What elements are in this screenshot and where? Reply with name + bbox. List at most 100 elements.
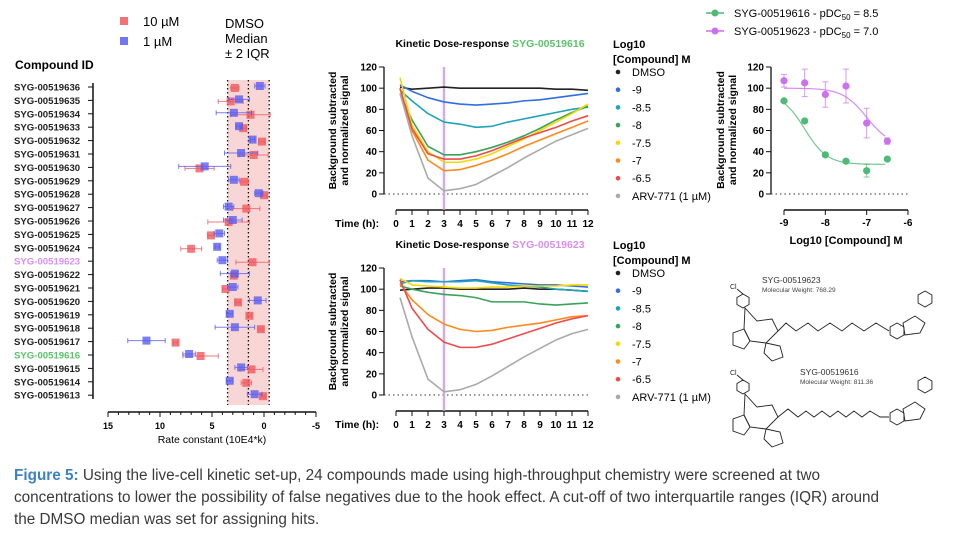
compound-label: SYG-00519623 — [14, 257, 80, 268]
y-axis-title: Background subtracted — [327, 273, 339, 391]
series-line — [399, 87, 589, 172]
y-axis-title: and normalized signal — [727, 75, 739, 185]
legend-label: 1 µM — [143, 34, 172, 49]
data-point — [171, 338, 180, 347]
legend-label: SYG-00519623 - pDC50 = 7.0 — [734, 26, 878, 40]
data-point — [230, 269, 239, 278]
data-point — [242, 378, 251, 387]
series-line — [399, 297, 589, 393]
data-point — [247, 365, 256, 374]
legend-label: -8 — [632, 321, 642, 333]
compound-label: SYG-00519629 — [14, 176, 80, 187]
y-tick-label: 80 — [753, 105, 765, 116]
chart-title: Kinetic Dose-response SYG-00519616 — [395, 38, 584, 50]
data-point — [250, 390, 259, 399]
data-point — [883, 137, 891, 145]
legend-marker — [615, 270, 621, 276]
compound-label: SYG-00519619 — [14, 310, 80, 321]
iqr-band — [227, 80, 270, 405]
data-point — [842, 157, 850, 165]
legend-marker — [711, 27, 719, 35]
x-tick-label: 5 — [473, 219, 479, 230]
data-point — [842, 82, 850, 90]
data-point — [801, 117, 809, 125]
compound-label: SYG-00519634 — [14, 109, 81, 120]
data-point — [234, 298, 242, 307]
legend-title: [Compound] M — [613, 255, 691, 267]
data-point — [240, 177, 249, 186]
compound-label: SYG-00519625 — [14, 230, 81, 241]
compound-label: SYG-00519615 — [14, 364, 81, 375]
x-tick-label: 15 — [103, 421, 113, 431]
legend-label: -9 — [632, 85, 642, 97]
compound-label: SYG-00519617 — [14, 337, 80, 348]
data-point — [218, 256, 227, 265]
legend-marker — [120, 17, 128, 25]
x-tick-label: 2 — [425, 420, 431, 431]
legend-title: Log10 — [613, 240, 645, 252]
data-point — [221, 285, 230, 293]
x-tick-label: 0 — [261, 421, 266, 431]
data-point — [260, 191, 268, 200]
caption-label: Figure 5: — [14, 467, 79, 484]
x-tick-label: 4 — [457, 219, 463, 230]
x-tick-label: 6 — [489, 420, 495, 431]
series-line — [399, 77, 589, 164]
y-axis-title: and normalized signal — [339, 75, 351, 185]
y-tick-label: 0 — [758, 190, 764, 201]
legend-label: -7 — [632, 357, 642, 369]
y-tick-label: 120 — [360, 264, 377, 275]
data-point — [253, 296, 262, 305]
dose-response-chart: SYG-00519616 - pDC50 = 8.5 SYG-00519623 -… — [706, 8, 913, 247]
y-axis-title: Compound ID — [15, 58, 94, 72]
figure-caption: Figure 5: Using the live-cell kinetic se… — [14, 465, 894, 531]
y-tick-label: 40 — [366, 348, 378, 359]
fit-curve — [783, 87, 886, 137]
data-point — [206, 231, 215, 240]
x-tick-label: -7 — [862, 218, 871, 229]
x-axis-title: Time (h): — [335, 218, 379, 230]
y-tick-label: 20 — [366, 369, 378, 380]
x-tick-label: 8 — [521, 219, 527, 230]
compound-label: SYG-00519624 — [14, 243, 81, 254]
y-tick-label: 120 — [747, 63, 764, 74]
x-tick-label: 5 — [209, 421, 214, 431]
data-point — [258, 392, 267, 401]
series-line — [399, 86, 589, 92]
data-point — [780, 77, 788, 85]
data-point — [257, 137, 266, 146]
y-tick-label: 100 — [360, 285, 377, 296]
x-tick-label: 6 — [489, 219, 495, 230]
kinetic-chart-519616: Kinetic Dose-response SYG-00519616020406… — [327, 38, 711, 230]
x-tick-label: -5 — [312, 421, 320, 431]
x-tick-label: 11 — [567, 420, 578, 431]
chart-title: Kinetic Dose-response SYG-00519623 — [395, 239, 584, 251]
band-label: ± 2 IQR — [225, 46, 270, 61]
y-tick-label: 100 — [360, 84, 377, 95]
compound-label: SYG-00519632 — [14, 136, 80, 147]
legend-label: -7.5 — [632, 138, 651, 150]
data-point — [821, 90, 829, 99]
data-point — [228, 283, 237, 291]
x-tick-label: 7 — [505, 219, 511, 230]
y-tick-label: 40 — [753, 147, 765, 158]
data-point — [235, 122, 244, 131]
series-line — [399, 84, 589, 106]
legend-title: Log10 — [613, 39, 645, 51]
structure-mw: Molecular Weight: 811.36 — [800, 379, 873, 386]
x-tick-label: -6 — [904, 218, 913, 229]
x-tick-label: 5 — [473, 420, 479, 431]
data-point — [230, 84, 239, 92]
x-tick-label: 7 — [505, 420, 511, 431]
legend-marker — [615, 359, 621, 364]
series-line — [399, 93, 589, 156]
legend-marker — [615, 69, 621, 75]
compound-label: SYG-00519633 — [14, 123, 80, 134]
atom-label: Cl — [730, 284, 737, 291]
legend-marker — [615, 306, 621, 311]
legend-label: 10 µM — [143, 14, 179, 29]
compound-label: SYG-00519614 — [14, 377, 81, 388]
x-tick-label: 3 — [441, 219, 447, 230]
x-tick-label: 10 — [550, 420, 562, 431]
